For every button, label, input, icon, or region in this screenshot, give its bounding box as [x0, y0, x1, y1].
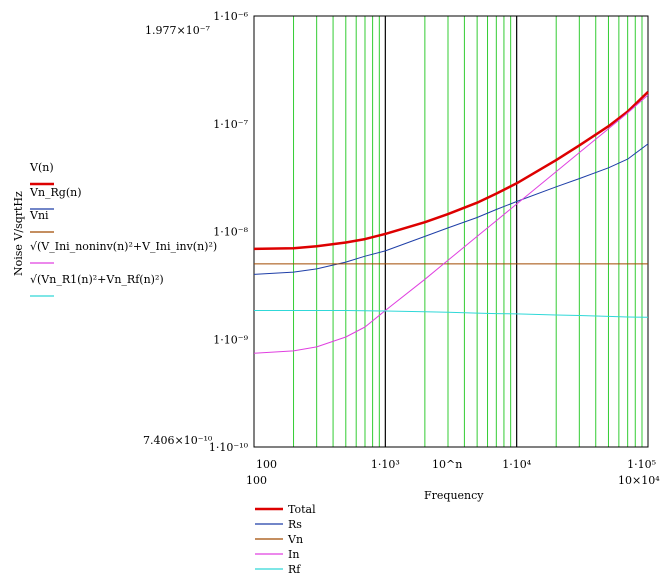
x-axis-label: Frequency	[424, 489, 484, 502]
x-tick-label: 1·10³	[371, 458, 400, 471]
y-tick-label: 1·10⁻⁷	[213, 118, 248, 131]
legend-bottom-label: In	[288, 548, 299, 561]
y-tick-label: 1·10⁻¹⁰	[209, 441, 249, 454]
x-tick-labels: 100 1·10³ 1·10⁴ 1·10⁵	[256, 458, 656, 471]
series-line-in	[253, 94, 649, 354]
x-tick-label: 100	[256, 458, 277, 471]
x-axis-top-center: 10^n	[432, 458, 462, 471]
legend-left-label: √(V_Ini_noninv(n)²+V_Ini_inv(n)²)	[30, 240, 217, 253]
legend-bottom-label: Rs	[288, 518, 302, 531]
legend-left: V(n) Vn_Rg(n) Vni √(V_Ini_noninv(n)²+V_Ini_…	[29, 161, 217, 297]
y-tick-label: 1·10⁻⁶	[213, 10, 248, 23]
y-tick-label: 1·10⁻⁹	[213, 333, 248, 346]
x-tick-label: 1·10⁴	[502, 458, 531, 471]
legend-bottom-label: Rf	[288, 563, 301, 576]
legend-left-label: Vn_Rg(n)	[29, 186, 82, 199]
y-min-label: 7.406×10⁻¹⁰	[143, 434, 213, 447]
y-tick-label: 1·10⁻⁸	[213, 226, 248, 239]
legend-left-label: Vni	[29, 209, 49, 222]
legend-bottom-label: Vn	[287, 533, 303, 546]
y-max-label: 1.977×10⁻⁷	[145, 24, 211, 37]
legend-bottom: Total Rs Vn In Rf	[255, 503, 316, 576]
y-axis-label: Noise V/sqrtHz	[12, 191, 25, 276]
series-line-rs	[253, 143, 649, 275]
legend-left-label: √(Vn_R1(n)²+Vn_Rf(n)²)	[30, 273, 164, 286]
plot-border	[253, 15, 649, 448]
grid-lines	[293, 16, 643, 447]
legend-bottom-label: Total	[288, 503, 316, 516]
series-lines	[253, 91, 649, 354]
y-tick-labels: 1·10⁻¹⁰ 1·10⁻⁹ 1·10⁻⁸ 1·10⁻⁷ 1·10⁻⁶	[209, 10, 249, 454]
x-min-label: 100	[246, 474, 267, 487]
legend-left-label: V(n)	[29, 161, 54, 174]
plot-frame	[253, 15, 649, 448]
x-max-label: 10×10⁴	[618, 474, 660, 487]
series-line-rf	[254, 310, 649, 318]
x-tick-label: 1·10⁵	[627, 458, 656, 471]
series-line-total	[253, 91, 649, 251]
